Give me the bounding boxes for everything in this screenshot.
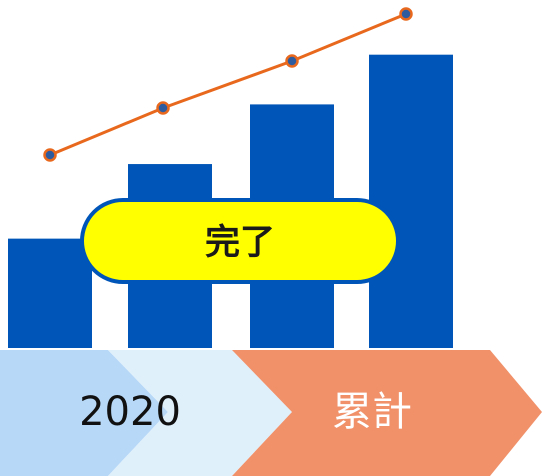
growth-line-series [49,12,407,157]
bar-1 [8,238,92,348]
timeline-step-total-label: 累計 [332,389,412,435]
timeline-step-2020-label: 2020 [79,389,181,435]
growth-line [49,12,407,157]
timeline-step-previous [0,350,168,476]
timeline-chevrons: 2020 累計 [0,350,542,476]
growth-line-markers [43,7,413,162]
line-point-1 [43,148,57,162]
bar-4 [369,54,453,348]
line-point-3 [285,54,299,68]
timeline-step-total [232,350,542,476]
line-point-4 [399,7,413,21]
timeline-step-2020 [108,350,292,476]
complete-badge-label: 完了 [205,222,275,263]
line-point-2 [156,101,170,115]
complete-badge: 完了 [80,198,400,284]
complete-badge-background [80,198,400,284]
